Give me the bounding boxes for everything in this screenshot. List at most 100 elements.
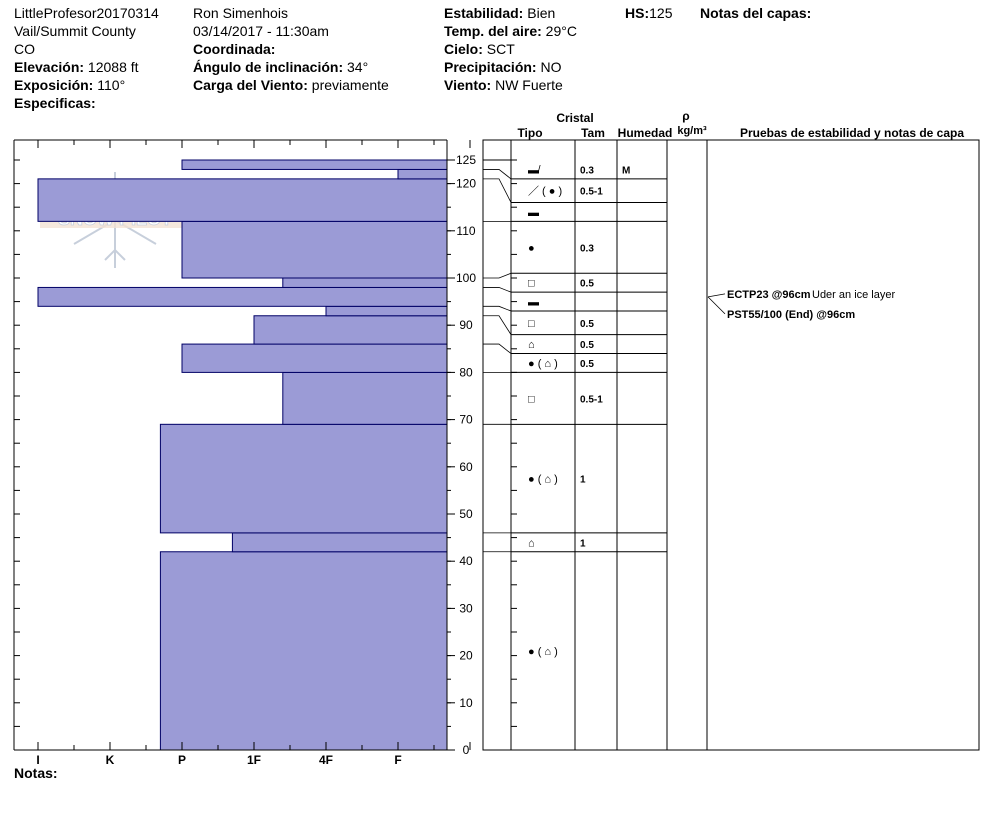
crystal-moisture: M [622,165,630,176]
crystal-size: 1 [580,475,586,486]
depth-tick-label: 70 [459,413,473,427]
test-code: ECTP23 @96cm [727,289,811,301]
layer-connectors [483,169,512,751]
layer-connector [483,315,512,335]
layer-connector [483,343,512,354]
hardness-tick-label: F [394,753,401,767]
hardness-bar [282,371,448,425]
state: CO [14,41,35,57]
crystal-type-symbol: □ [528,318,535,330]
depth-tick-label: 10 [459,696,473,710]
test-note: Uder an ice layer [812,289,895,301]
depth-tick-label: 80 [459,365,473,379]
layer-connector [483,305,512,312]
hardness-bar [159,423,448,534]
stability: Estabilidad: Bien [444,5,556,21]
hardness-bar [397,168,448,180]
hardness-bar [37,178,448,222]
hardness-tick-label: P [178,753,186,767]
col-header-moisture: Humedad [618,126,673,140]
layer-connector [483,272,512,279]
crystal-type-symbol: ● ( ⌂ ) [528,358,558,370]
crystal-type-symbol: ⌂ [528,339,535,351]
crystal-type-symbol: ▬ [528,297,539,309]
col-header-density-symbol: ρ [682,109,689,123]
elevation: Elevación: 12088 ft [14,59,139,75]
hardness-tick-label: K [106,753,115,767]
profile-name: LittleProfesor20170314 [14,5,159,21]
depth-tick-label: 90 [459,318,473,332]
crystal-type-symbol: ● ( ⌂ ) [528,646,558,658]
hardness-tick-label: 4F [319,753,333,767]
depth-tick-label: 0 [463,743,470,757]
depth-tick-label: 100 [456,271,476,285]
crystal-type-symbol: ● [528,242,535,254]
depth-tick-label: 60 [459,460,473,474]
hardness-bar [181,159,448,170]
slope-angle: Ángulo de inclinación: 34° [193,59,369,75]
crystal-type-symbol: ▬ [528,207,539,219]
air-temp: Temp. del aire: 29°C [444,23,577,39]
col-header-type: Tipo [517,126,542,140]
depth-axis: 0 10 20 30 40 50 60 70 80 90 100 110 120 125 [446,140,476,757]
observer: Ron Simenhois [193,5,288,21]
crystal-size: 0.3 [580,165,594,176]
crystal-size: 0.5 [580,319,594,330]
crystal-size: 0.5-1 [580,394,603,405]
stability-tests: ECTP23 @96cm Uder an ice layer PST55/100 (… [707,289,895,321]
hardness-bar [282,277,448,288]
crystal-size: 0.3 [580,243,594,254]
hardness-bar [159,551,448,751]
specifics: Especificas: [14,95,96,111]
hardness-tick-label: I [36,753,39,767]
layer-connector [483,178,512,203]
test-pointer [707,296,726,315]
depth-tick-label: 110 [456,224,475,238]
table-frame [482,139,980,751]
layer-connector [483,287,512,293]
wind: Viento: NW Fuerte [444,77,563,93]
hardness-axis: I K P 1F 4F F [13,139,471,767]
hardness-bar [181,343,448,373]
col-header-stability-notes: Pruebas de estabilidad y notas de capa [740,126,964,140]
snow-height: HS:125 [625,5,673,21]
layer-connector [483,169,512,180]
depth-tick-label: 30 [459,601,473,615]
hardness-bar [37,286,448,307]
crystal-type-symbol: ⌂ [528,537,535,549]
hardness-bars [37,159,448,751]
crystal-type-symbol: ／ ( ● ) [528,185,562,198]
footer-notes-label: Notas: [14,765,58,781]
location: Vail/Summit County [14,23,136,39]
hardness-bar [325,305,448,317]
aspect: Exposición: 110° [14,77,126,93]
hardness-bar [231,532,448,553]
crystal-type-symbol: □ [528,393,535,405]
wind-load: Carga del Viento: previamente [193,77,389,93]
datetime: 03/14/2017 - 11:30am [193,23,329,39]
col-header-size: Tam [581,126,605,140]
test-code: PST55/100 (End) @96cm [727,309,855,321]
depth-tick-label: 50 [459,507,473,521]
col-header-crystal: Cristal [556,111,593,125]
test-pointer [707,293,726,298]
depth-tick-label: 120 [456,177,476,191]
precipitation: Precipitación: NO [444,59,562,75]
crystal-size: 0.5-1 [580,187,603,198]
sky: Cielo: SCT [444,41,515,57]
crystal-size: 0.5 [580,359,594,370]
hardness-bar [253,315,448,345]
hardness-bar [181,220,448,279]
depth-tick-label: 20 [459,649,473,663]
header-col-3: Estabilidad: Bien Temp. del aire: 29°C C… [444,4,577,94]
depth-tick-label: 40 [459,554,473,568]
col-header-density-unit: kg/m³ [677,125,707,137]
crystal-type-symbol: □ [528,278,535,290]
header-col-2: Ron Simenhois 03/14/2017 - 11:30am Coord… [193,4,389,94]
hardness-tick-label: 1F [247,753,261,767]
coordinates: Coordinada: [193,41,276,57]
depth-tick-label: 125 [456,153,476,167]
crystal-size: 1 [580,538,586,549]
crystal-type-symbol: ▬̸ [528,164,541,176]
